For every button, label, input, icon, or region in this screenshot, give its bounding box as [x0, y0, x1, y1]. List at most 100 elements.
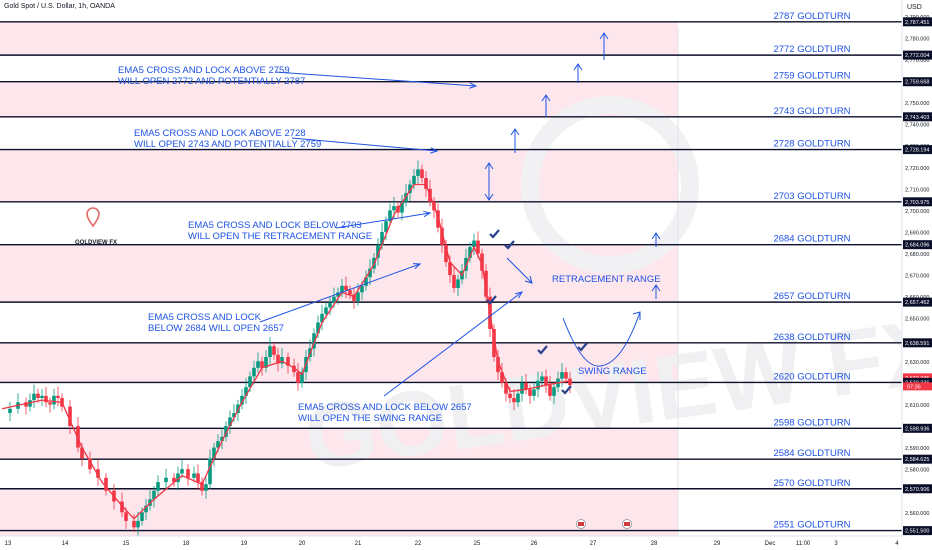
event-flag-icon: [624, 522, 630, 526]
candle-body: [224, 426, 228, 437]
candle-body: [244, 387, 248, 396]
candle-body: [32, 393, 36, 401]
checkmark-icon: [489, 229, 500, 239]
candle-body: [568, 378, 572, 386]
candle-body: [416, 169, 420, 176]
price-tag: [903, 197, 932, 207]
y-tick-label: 2,610.000: [905, 403, 929, 409]
x-tick-label: 13: [5, 541, 12, 547]
y-tick-label: 2,650.000: [905, 317, 929, 323]
candle-body: [96, 469, 100, 478]
checkmark-icon: [504, 240, 515, 250]
annotation-arrow-line: [335, 212, 431, 229]
x-tick-label: 25: [474, 541, 481, 547]
candle-body: [24, 402, 28, 407]
candle-body: [444, 244, 448, 263]
candle-body: [552, 387, 556, 396]
up-arrowhead-icon: [541, 94, 551, 102]
candle-body: [320, 313, 324, 323]
candle-body: [360, 285, 364, 293]
level-label: 2759 GOLDTURN: [773, 71, 850, 82]
candle-body: [228, 417, 232, 427]
price-tag-label: 2,684.096: [905, 243, 929, 249]
x-tick-label: 4: [895, 541, 899, 547]
candle-body: [532, 389, 536, 396]
arrowhead-icon: [515, 291, 524, 299]
candle-body: [332, 296, 336, 304]
level-label: 2570 GOLDTURN: [773, 478, 850, 489]
annotation-text: RETRACEMENT RANGE: [552, 274, 661, 285]
price-tag: [903, 484, 932, 494]
price-tag: [903, 297, 932, 307]
level-label: 2787 GOLDTURN: [773, 11, 850, 22]
candle-body: [40, 395, 44, 398]
candle-body: [152, 490, 156, 500]
x-tick-label: 3: [834, 541, 838, 547]
candle-body: [528, 389, 532, 396]
y-tick-label: 2,590.000: [905, 446, 929, 452]
candle-body: [412, 175, 416, 185]
annotation-text: WILL OPEN 2772 AND POTENTIALLY 2787: [118, 76, 305, 87]
candle-body: [44, 395, 48, 403]
candle-body: [300, 372, 304, 383]
y-tick-label: 2,710.000: [905, 187, 929, 193]
swing-curve: [562, 311, 641, 367]
price-tag: [903, 77, 932, 87]
candle-body: [420, 169, 424, 179]
candle-body: [296, 372, 300, 383]
price-tag-label: 2,787.451: [905, 20, 929, 26]
checkmark-icon: [486, 295, 497, 305]
checkmark-icon: [577, 342, 588, 352]
y-tick-label: 2,690.000: [905, 230, 929, 236]
zone-band: [0, 428, 678, 460]
candle-body: [104, 477, 108, 491]
y-tick-label: 2,770.000: [905, 58, 929, 64]
price-tag-label: 2,598.936: [905, 426, 929, 432]
candle-body: [480, 253, 484, 271]
candle-body: [204, 484, 208, 491]
candle-body: [280, 357, 284, 364]
candle-body: [520, 382, 524, 394]
level-label: 2551 GOLDTURN: [773, 520, 850, 531]
annotation-arrow-line: [274, 71, 477, 87]
candle-body: [324, 307, 328, 314]
candle-body: [364, 277, 368, 286]
candle-body: [36, 393, 40, 398]
candle-body: [196, 473, 200, 483]
watermark-circle: [521, 96, 699, 274]
candle-body: [220, 436, 224, 442]
arrowhead-icon: [412, 263, 422, 270]
candle-body: [504, 382, 508, 394]
candle-body: [424, 178, 428, 189]
candle-body: [452, 275, 456, 289]
candle-body: [336, 292, 340, 297]
candle-body: [268, 346, 272, 358]
retracement-arrow-line: [506, 257, 533, 284]
double-arrowhead-icon: [484, 162, 494, 170]
candle-body: [384, 221, 388, 232]
y-tick-label: 2,580.000: [905, 468, 929, 474]
candle-body: [88, 458, 92, 470]
candle-body: [328, 303, 332, 308]
annotation-text: WILL OPEN THE RETRACEMENT RANGE: [188, 231, 372, 242]
y-tick-label: 2,700.000: [905, 209, 929, 215]
candle-body: [408, 184, 412, 194]
candle-body: [340, 285, 344, 293]
candle-body: [212, 447, 216, 459]
y-tick-label: 2,670.000: [905, 274, 929, 280]
x-tick-label: 15: [123, 541, 130, 547]
annotation-text: EMA5 CROSS AND LOCK ABOVE 2728: [134, 128, 306, 139]
x-tick-label: 19: [241, 541, 248, 547]
candle-body: [256, 361, 260, 368]
level-label: 2743 GOLDTURN: [773, 106, 850, 117]
arrowhead-icon: [524, 275, 533, 284]
double-arrowhead-icon: [484, 193, 494, 201]
candle-body: [232, 413, 236, 418]
level-label: 2684 GOLDTURN: [773, 234, 850, 245]
ema-line: [1, 183, 571, 520]
candle-body: [124, 512, 128, 521]
annotation-text: WILL OPEN THE SWING RANGE: [298, 413, 442, 424]
candle-body: [164, 477, 168, 483]
candle-body: [172, 477, 176, 483]
